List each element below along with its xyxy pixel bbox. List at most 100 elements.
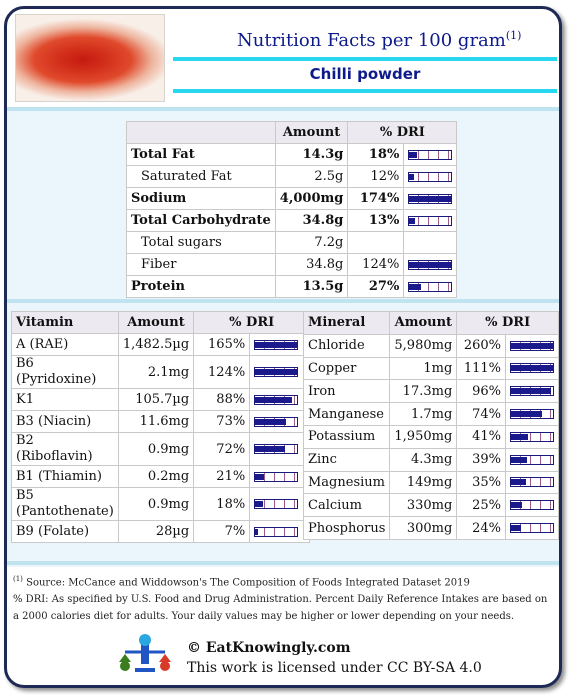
nutrient-amount: 0.9mg bbox=[117, 432, 195, 466]
table-row: B9 (Folate) 28µg 7% bbox=[11, 520, 311, 543]
header: Nutrition Facts per 100 gram(1) Chilli p… bbox=[7, 9, 559, 109]
header-cell: Amount bbox=[274, 121, 349, 144]
page-title: Nutrition Facts per 100 gram(1) bbox=[237, 29, 557, 51]
dri-bar bbox=[510, 523, 554, 534]
nutrient-amount: 1,950mg bbox=[389, 424, 458, 449]
nutrient-name: Calcium bbox=[302, 493, 391, 518]
nutrient-name: Iron bbox=[302, 379, 391, 404]
dri-bar bbox=[254, 499, 299, 509]
footnotes: (1) Source: McCance and Widdowson's The … bbox=[13, 571, 553, 625]
nutrient-dri: 21% bbox=[193, 465, 251, 488]
nutrient-dri: 165% bbox=[193, 333, 251, 356]
main-nutrient-table: Amount % DRI Total Fat 14.3g 18% Saturated … bbox=[126, 121, 458, 298]
nutrient-dri: 25% bbox=[456, 493, 506, 518]
table-row: Potassium 1,950mg 41% bbox=[302, 424, 559, 449]
dri-bar-fill bbox=[255, 473, 265, 480]
nutrient-name: Copper bbox=[302, 356, 391, 381]
dri-bar bbox=[408, 215, 453, 226]
dri-bar-cell bbox=[505, 356, 559, 381]
dri-bar-cell bbox=[249, 355, 311, 389]
dri-bar-fill bbox=[511, 342, 553, 349]
dri-bar bbox=[510, 454, 554, 465]
nutrient-amount: 7.2g bbox=[274, 231, 349, 254]
nutrient-dri: 18% bbox=[347, 143, 405, 166]
dri-bar bbox=[510, 363, 554, 374]
dri-bar-fill bbox=[511, 525, 522, 532]
nutrient-name: Chloride bbox=[302, 333, 391, 358]
dri-bar-cell bbox=[403, 187, 458, 210]
divider-band bbox=[7, 107, 559, 111]
nutrient-name: B3 (Niacin) bbox=[11, 410, 119, 433]
dri-bar-fill bbox=[511, 411, 543, 418]
table-row: Copper 1mg 111% bbox=[302, 356, 559, 381]
table-row: Zinc 4.3mg 39% bbox=[302, 447, 559, 472]
nutrient-dri: 74% bbox=[456, 402, 506, 426]
dri-bar-cell bbox=[505, 424, 559, 449]
nutrient-amount: 2.1mg bbox=[117, 355, 195, 389]
dri-bar-cell bbox=[505, 470, 559, 495]
dri-bar-cell bbox=[249, 432, 311, 466]
dri-bar bbox=[510, 409, 554, 420]
table-row: Manganese 1.7mg 74% bbox=[302, 402, 559, 426]
dri-bar bbox=[408, 281, 453, 292]
table-row: K1 105.7µg 88% bbox=[11, 388, 311, 411]
dri-bar-fill bbox=[409, 151, 417, 158]
nutrient-dri: 72% bbox=[193, 432, 251, 466]
eatknowingly-logo bbox=[119, 634, 171, 672]
accent-bar-bottom bbox=[173, 89, 557, 93]
nutrient-dri: 39% bbox=[456, 447, 506, 472]
header-cell: Vitamin bbox=[11, 311, 119, 334]
nutrient-name: Sodium bbox=[126, 187, 276, 210]
header-cell: Amount bbox=[389, 311, 458, 335]
dri-bar bbox=[510, 340, 554, 351]
nutrient-name: K1 bbox=[11, 388, 119, 411]
dri-bar bbox=[510, 386, 554, 397]
table-row: B3 (Niacin) 11.6mg 73% bbox=[11, 410, 311, 433]
title-sup: (1) bbox=[505, 29, 522, 42]
table-row: Chloride 5,980mg 260% bbox=[302, 333, 559, 358]
dri-bar-cell bbox=[403, 209, 458, 232]
header-cell: % DRI bbox=[193, 311, 311, 334]
dri-bar bbox=[510, 500, 554, 511]
dri-bar-cell bbox=[249, 333, 311, 356]
nutrient-amount: 0.2mg bbox=[117, 465, 195, 488]
nutrient-name: Manganese bbox=[302, 402, 391, 426]
nutrient-name: A (RAE) bbox=[11, 333, 119, 356]
dri-bar bbox=[254, 526, 299, 537]
table-row: B2 (Riboflavin) 0.9mg 72% bbox=[11, 432, 311, 466]
source-sup: (1) bbox=[13, 575, 23, 583]
table-row: Total Fat 14.3g 18% bbox=[126, 143, 458, 166]
nutrient-amount: 34.8g bbox=[274, 209, 349, 232]
dri-bar-cell bbox=[403, 143, 458, 166]
dri-bar bbox=[408, 149, 453, 160]
table-row: Fiber 34.8g 124% bbox=[126, 253, 458, 276]
table-row: Total Carbohydrate 34.8g 13% bbox=[126, 209, 458, 232]
nutrient-name: Fiber bbox=[126, 253, 276, 276]
dri-bar-cell bbox=[249, 487, 311, 521]
header-cell bbox=[126, 121, 276, 144]
table-row: Calcium 330mg 25% bbox=[302, 493, 559, 518]
dri-bar-cell bbox=[249, 465, 311, 488]
dri-bar bbox=[408, 259, 453, 270]
nutrient-amount: 17.3mg bbox=[389, 379, 458, 404]
dri-bar-fill bbox=[511, 388, 552, 395]
mineral-table: Mineral Amount % DRI Chloride 5,980mg 260%… bbox=[302, 311, 559, 540]
dri-bar-fill bbox=[255, 396, 293, 403]
divider-band bbox=[7, 561, 559, 565]
nutrient-name: B6 (Pyridoxine) bbox=[11, 355, 119, 389]
table-header-row: Vitamin Amount % DRI bbox=[11, 311, 311, 334]
nutrient-dri: 174% bbox=[347, 187, 405, 210]
nutrient-amount: 2.5g bbox=[274, 165, 349, 188]
nutrient-amount: 1mg bbox=[389, 356, 458, 381]
dri-bar-fill bbox=[255, 446, 286, 452]
nutrient-name: B9 (Folate) bbox=[11, 520, 119, 543]
dri-bar-fill bbox=[255, 418, 286, 425]
dri-bar bbox=[254, 471, 299, 482]
dri-bar-fill bbox=[511, 433, 529, 440]
nutrient-amount: 149mg bbox=[389, 470, 458, 495]
dri-bar-cell bbox=[505, 447, 559, 472]
nutrient-amount: 5,980mg bbox=[389, 333, 458, 358]
source-text: Source: McCance and Widdowson's The Comp… bbox=[26, 577, 470, 589]
nutrient-name: Zinc bbox=[302, 447, 391, 472]
nutrient-name: Magnesium bbox=[302, 470, 391, 495]
